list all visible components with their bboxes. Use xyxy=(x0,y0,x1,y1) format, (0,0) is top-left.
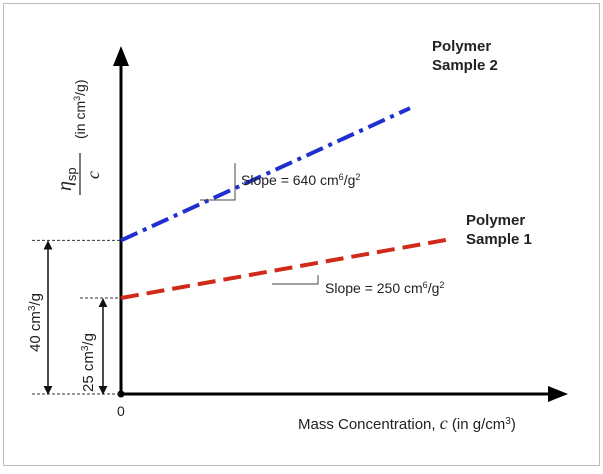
chart-border xyxy=(3,3,600,466)
y-axis-arrowhead xyxy=(113,46,129,66)
slope-label-sample-1: Slope = 250 cm6/g2 xyxy=(325,280,444,296)
origin-dot xyxy=(117,390,125,398)
dimension-label-40: 40 cm3/g xyxy=(27,293,45,352)
dimension-label-25: 25 cm3/g xyxy=(80,333,98,392)
y-axis-label-numerator: ηsp xyxy=(54,167,79,191)
series-label-polymer-sample-1: Polymer Sample 1 xyxy=(466,212,532,248)
series-line-polymer-sample-2 xyxy=(120,106,411,243)
x-axis-label: Mass Concentration, c (in g/cm3) xyxy=(298,413,516,433)
y-axis-label-unit: (in cm3/g) xyxy=(72,80,88,139)
origin-label: 0 xyxy=(117,403,125,419)
slope-label-sample-2: Slope = 640 cm6/g2 xyxy=(241,172,360,188)
slope-triangle-sample-2 xyxy=(200,163,236,201)
y-axis-label: ηsp c (in cm3/g) xyxy=(54,80,103,195)
y-axis-label-denominator: c xyxy=(83,171,103,179)
series-label-polymer-sample-2: Polymer Sample 2 xyxy=(432,38,498,74)
series-line-polymer-sample-1 xyxy=(120,237,448,300)
slope-triangle-sample-1 xyxy=(272,275,319,285)
x-axis-arrowhead xyxy=(548,386,568,402)
